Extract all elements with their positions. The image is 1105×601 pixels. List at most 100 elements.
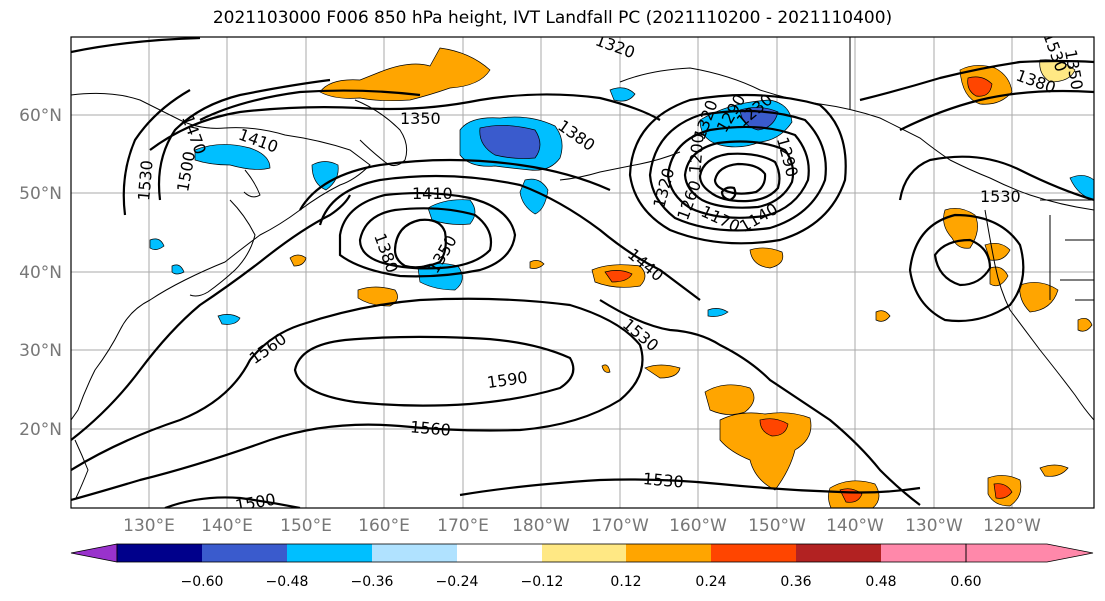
contour-1500b <box>157 78 331 201</box>
colorbar-tick: −0.60 <box>181 574 224 590</box>
ridge-1350 <box>859 59 1094 102</box>
ivt-patch <box>989 266 1009 287</box>
colorbar-segment <box>202 544 287 562</box>
ivt-patch <box>609 87 636 102</box>
low-1320 <box>628 93 847 245</box>
contour-label: 1530 <box>642 469 684 491</box>
ivt-patch <box>194 144 271 170</box>
contour-1410b <box>149 93 661 151</box>
colorbar-segment <box>626 544 711 562</box>
ivt-patch <box>357 286 398 307</box>
colorbar-tick: 0.60 <box>950 574 981 590</box>
ivt-patch <box>289 254 307 267</box>
ivt-patch <box>759 418 789 437</box>
map-title: 2021103000 F006 850 hPa height, IVT Land… <box>212 8 893 28</box>
colorbar-segment <box>542 544 626 562</box>
state-lines <box>1049 215 1094 301</box>
ivt-patch <box>993 483 1013 499</box>
contour-label: 1530 <box>134 159 156 201</box>
ivt-patch <box>604 270 633 283</box>
colorbar-segment <box>372 544 457 562</box>
ivt-patch <box>707 308 729 317</box>
colorbar-tick: −0.24 <box>436 574 479 590</box>
ivt-patch <box>875 310 891 322</box>
ivt-patch <box>967 76 993 97</box>
contour-label: 1560 <box>409 417 451 439</box>
low-na-outer <box>908 213 1025 323</box>
colorbar-segment <box>881 544 966 562</box>
ivt-patch <box>217 314 241 325</box>
low-1230 <box>683 140 795 209</box>
colorbar-tick: 0.24 <box>695 574 726 590</box>
contour-label: 1350 <box>400 109 441 128</box>
lat-label-50n: 50°N <box>19 184 62 204</box>
lat-label-40n: 40°N <box>19 263 62 283</box>
colorbar-tick: 0.48 <box>865 574 896 590</box>
lon-label-180w: 180°W <box>512 516 570 536</box>
map-area: 1470 1410 1350 1380 1500 1530 1410 1380 … <box>71 37 1094 516</box>
colorbar-tick: −0.36 <box>351 574 394 590</box>
lon-label-150e: 150°E <box>280 516 332 536</box>
contour-label: 1200 <box>685 132 707 174</box>
colorbar-tick: −0.48 <box>266 574 309 590</box>
ivt-patch <box>149 238 165 250</box>
lon-label-120w: 120°W <box>983 516 1041 536</box>
contour-label: 1500 <box>234 490 277 516</box>
low-1290 <box>648 109 827 232</box>
lon-label-160w: 160°W <box>669 516 727 536</box>
colorbar-segment <box>457 544 542 562</box>
na-coast <box>984 209 1094 421</box>
colorbar-tick: −0.12 <box>521 574 564 590</box>
lon-label-140w: 140°W <box>826 516 884 536</box>
low-1170 <box>713 162 767 195</box>
contour-1530b <box>599 299 921 506</box>
contour-1590 <box>293 335 575 407</box>
height-contours <box>71 37 1094 508</box>
lon-label-170w: 170°W <box>591 516 649 536</box>
lat-label-60n: 60°N <box>19 106 62 126</box>
ivt-patch <box>749 247 784 269</box>
ivt-patch <box>1019 282 1059 313</box>
lon-label-160e: 160°E <box>358 516 410 536</box>
longitude-labels: 130°E 140°E 150°E 160°E 170°E 180°W 170°… <box>123 516 1041 536</box>
ivt-patch <box>319 47 491 102</box>
ivt-patch <box>479 125 541 159</box>
lon-label-140e: 140°E <box>201 516 253 536</box>
ivt-patch <box>704 384 755 415</box>
contour-1410 <box>338 191 517 278</box>
colorbar-tick: 0.12 <box>610 574 641 590</box>
colorbar-frame <box>116 543 967 563</box>
ivt-patch <box>601 364 611 373</box>
contour-1530 <box>71 194 351 441</box>
ridge-1380 <box>899 89 1094 131</box>
contour-1350b <box>71 37 201 54</box>
ridge-1530 <box>898 155 1094 202</box>
colorbar-segment <box>117 544 202 562</box>
ivt-patch <box>943 208 978 249</box>
japan-north <box>243 169 261 198</box>
contour-1470 <box>299 158 611 211</box>
low-na <box>933 238 992 287</box>
contour-1530c <box>459 478 921 497</box>
contour-1380b <box>199 89 421 121</box>
colorbar-segment <box>796 544 881 562</box>
map-frame <box>70 36 1095 509</box>
ivt-patch <box>1069 175 1094 201</box>
contour-1560 <box>71 297 644 502</box>
colorbar-left-extend <box>70 543 118 563</box>
contour-1440 <box>318 174 701 301</box>
ivt-patch <box>171 264 185 275</box>
ivt-patch <box>1077 318 1093 332</box>
lat-label-20n: 20°N <box>19 420 62 440</box>
colorbar: −0.60 −0.48 −0.36 −0.24 −0.12 0.12 0.24 … <box>70 543 1094 590</box>
japan <box>189 199 256 297</box>
lat-label-30n: 30°N <box>19 341 62 361</box>
lon-label-130e: 130°E <box>123 516 175 536</box>
contour-1350 <box>393 218 447 269</box>
kamchatka-coast <box>354 99 408 166</box>
ivt-patch <box>529 260 545 269</box>
philippines <box>74 439 89 499</box>
aleutian-chain <box>559 151 681 181</box>
ivt-patch <box>1039 464 1069 477</box>
